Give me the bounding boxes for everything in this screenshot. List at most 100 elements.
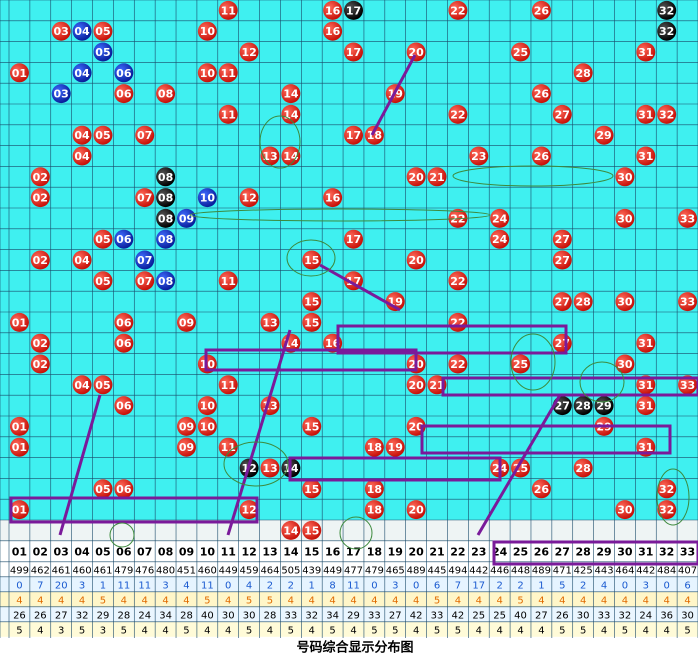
- stat-value: 465: [386, 565, 405, 576]
- ball-label: 06: [116, 337, 132, 350]
- ball-label: 08: [158, 88, 173, 101]
- ball-black: [156, 188, 176, 208]
- ball-label: 27: [555, 296, 570, 309]
- stat-value: 505: [281, 565, 300, 576]
- ball-label: 31: [638, 400, 653, 413]
- stat-value: 5: [246, 625, 252, 636]
- ball-red: [114, 312, 134, 332]
- stat-value: 448: [511, 565, 530, 576]
- ball-red: [93, 21, 113, 41]
- ball-label: 02: [33, 358, 48, 371]
- ball-label: 19: [388, 441, 403, 454]
- ball-red: [364, 479, 384, 499]
- ball-red: [135, 188, 155, 208]
- stat-value: 4: [121, 595, 127, 606]
- ball-red: [552, 104, 572, 124]
- ball-red: [302, 416, 322, 436]
- stat-value: 4: [288, 595, 294, 606]
- ball-label: 03: [54, 88, 69, 101]
- stat-value: 5: [434, 625, 440, 636]
- stat-value: 7: [37, 580, 43, 591]
- ball-label: 31: [638, 441, 653, 454]
- ball-blue: [114, 63, 134, 83]
- column-label: 22: [450, 545, 465, 558]
- ball-label: 10: [200, 358, 216, 371]
- ball-red: [573, 292, 593, 312]
- ball-red: [552, 250, 572, 270]
- ball-red: [9, 416, 29, 436]
- stat-value: 4: [455, 595, 461, 606]
- stat-value: 5: [559, 580, 565, 591]
- stat-value: 4: [663, 595, 669, 606]
- stat-value: 4: [309, 595, 315, 606]
- stat-value: 477: [344, 565, 363, 576]
- ball-label: 20: [408, 379, 424, 392]
- ball-red: [197, 416, 217, 436]
- ball-red: [114, 84, 134, 104]
- stat-value: 4: [37, 595, 43, 606]
- ball-red: [615, 500, 635, 520]
- ball-red: [176, 416, 196, 436]
- ball-label: 08: [158, 171, 173, 184]
- ball-red: [511, 354, 531, 374]
- ball-label: 31: [638, 337, 653, 350]
- ball-label: 26: [534, 4, 550, 17]
- stat-value: 4: [162, 595, 168, 606]
- stat-value: 4: [580, 595, 586, 606]
- ball-red: [531, 479, 551, 499]
- stat-value: 445: [427, 565, 446, 576]
- ball-label: 32: [659, 504, 674, 517]
- ball-label: 04: [74, 254, 90, 267]
- stat-value: 28: [180, 610, 193, 621]
- column-label: 32: [659, 545, 674, 558]
- ball-label: 15: [304, 296, 319, 309]
- ball-red: [302, 250, 322, 270]
- stat-value: 5: [100, 595, 106, 606]
- ball-red: [344, 42, 363, 62]
- ball-blue: [156, 229, 176, 249]
- stat-value: 42: [410, 610, 423, 621]
- stat-value: 4: [496, 625, 502, 636]
- stat-value: 25: [472, 610, 485, 621]
- column-label: 31: [638, 545, 653, 558]
- ball-label: 10: [200, 25, 216, 38]
- ball-red: [9, 312, 29, 332]
- ball-label: 02: [33, 254, 48, 267]
- stat-value: 24: [639, 610, 652, 621]
- ball-black: [156, 167, 176, 187]
- ball-label: 27: [555, 233, 570, 246]
- ball-red: [678, 292, 698, 312]
- stats-row-bg: [0, 561, 698, 577]
- ball-red: [218, 437, 238, 457]
- ball-red: [51, 21, 71, 41]
- ball-label: 24: [492, 212, 508, 225]
- stat-value: 4: [246, 580, 252, 591]
- ball-label: 08: [158, 275, 173, 288]
- stat-value: 1: [309, 580, 315, 591]
- stat-value: 464: [260, 565, 279, 576]
- ball-label: 01: [12, 67, 27, 80]
- stat-value: 30: [681, 610, 694, 621]
- stat-value: 5: [580, 625, 586, 636]
- stats-row-bg: [0, 576, 698, 592]
- ball-label: 27: [555, 108, 570, 121]
- ball-blue: [93, 42, 113, 62]
- ball-label: 30: [617, 212, 633, 225]
- ball-red: [552, 229, 572, 249]
- ball-label: 07: [137, 192, 152, 205]
- stat-value: 442: [469, 565, 488, 576]
- ball-label: 18: [367, 441, 382, 454]
- ball-blue: [135, 250, 155, 270]
- ball-label: 20: [408, 420, 424, 433]
- ball-red: [573, 458, 593, 478]
- stat-value: 11: [347, 580, 360, 591]
- ball-red: [281, 104, 301, 124]
- ball-red: [448, 104, 468, 124]
- stat-value: 7: [455, 580, 461, 591]
- highlights: [109, 115, 690, 550]
- ball-red: [72, 250, 92, 270]
- stat-value: 5: [517, 595, 523, 606]
- stat-value: 3: [643, 580, 649, 591]
- stat-value: 4: [350, 595, 356, 606]
